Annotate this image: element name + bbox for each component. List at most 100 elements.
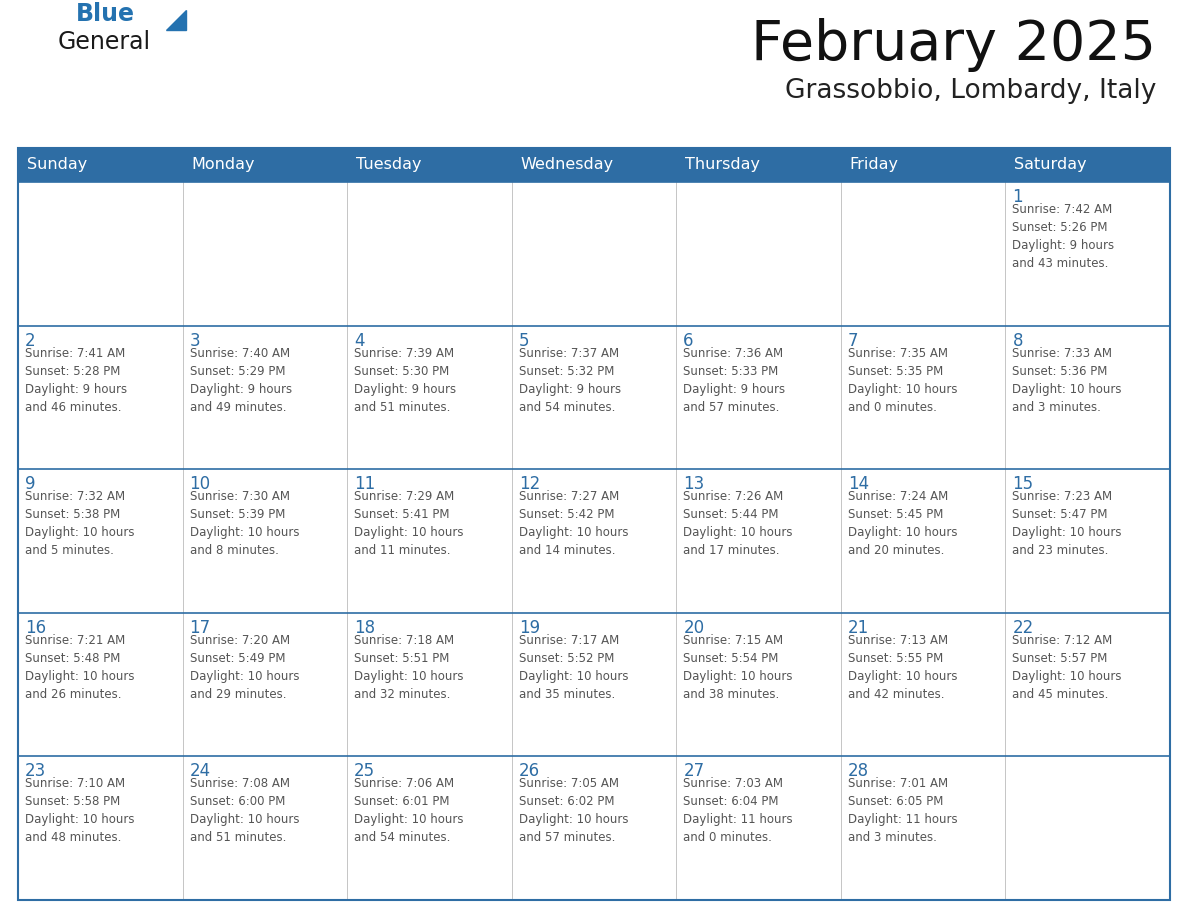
Text: Sunrise: 7:41 AM
Sunset: 5:28 PM
Daylight: 9 hours
and 46 minutes.: Sunrise: 7:41 AM Sunset: 5:28 PM Dayligh… [25,347,127,414]
Bar [512,326,676,469]
Bar [183,469,347,613]
Text: Sunrise: 7:06 AM
Sunset: 6:01 PM
Daylight: 10 hours
and 54 minutes.: Sunrise: 7:06 AM Sunset: 6:01 PM Dayligh… [354,778,463,845]
Text: Sunrise: 7:01 AM
Sunset: 6:05 PM
Daylight: 11 hours
and 3 minutes.: Sunrise: 7:01 AM Sunset: 6:05 PM Dayligh… [848,778,958,845]
Bar [1005,326,1170,469]
Bar [841,756,1005,900]
Bar [676,182,841,326]
Text: Sunrise: 7:05 AM
Sunset: 6:02 PM
Daylight: 10 hours
and 57 minutes.: Sunrise: 7:05 AM Sunset: 6:02 PM Dayligh… [519,778,628,845]
Bar [512,613,676,756]
Text: 26: 26 [519,763,539,780]
Text: Sunrise: 7:40 AM
Sunset: 5:29 PM
Daylight: 9 hours
and 49 minutes.: Sunrise: 7:40 AM Sunset: 5:29 PM Dayligh… [190,347,292,414]
Text: Sunrise: 7:21 AM
Sunset: 5:48 PM
Daylight: 10 hours
and 26 minutes.: Sunrise: 7:21 AM Sunset: 5:48 PM Dayligh… [25,633,134,700]
Text: Sunrise: 7:30 AM
Sunset: 5:39 PM
Daylight: 10 hours
and 8 minutes.: Sunrise: 7:30 AM Sunset: 5:39 PM Dayligh… [190,490,299,557]
Text: 23: 23 [25,763,46,780]
Bar [183,182,347,326]
Text: 21: 21 [848,619,870,637]
Text: 15: 15 [1012,476,1034,493]
Text: 9: 9 [25,476,36,493]
Bar [676,613,841,756]
Text: 20: 20 [683,619,704,637]
Bar [347,613,512,756]
Text: Grassobbio, Lombardy, Italy: Grassobbio, Lombardy, Italy [784,78,1156,104]
Text: Wednesday: Wednesday [520,158,614,173]
Text: 24: 24 [190,763,210,780]
Bar [1005,756,1170,900]
Text: Sunrise: 7:20 AM
Sunset: 5:49 PM
Daylight: 10 hours
and 29 minutes.: Sunrise: 7:20 AM Sunset: 5:49 PM Dayligh… [190,633,299,700]
Bar [841,613,1005,756]
Bar [18,182,183,326]
Bar [1005,182,1170,326]
Bar [347,756,512,900]
Text: Sunrise: 7:24 AM
Sunset: 5:45 PM
Daylight: 10 hours
and 20 minutes.: Sunrise: 7:24 AM Sunset: 5:45 PM Dayligh… [848,490,958,557]
Text: Friday: Friday [849,158,899,173]
Text: 7: 7 [848,331,859,350]
Text: General: General [58,30,151,54]
Text: Tuesday: Tuesday [356,158,422,173]
Text: Sunrise: 7:39 AM
Sunset: 5:30 PM
Daylight: 9 hours
and 51 minutes.: Sunrise: 7:39 AM Sunset: 5:30 PM Dayligh… [354,347,456,414]
Text: Thursday: Thursday [685,158,760,173]
Text: 13: 13 [683,476,704,493]
Text: Sunrise: 7:10 AM
Sunset: 5:58 PM
Daylight: 10 hours
and 48 minutes.: Sunrise: 7:10 AM Sunset: 5:58 PM Dayligh… [25,778,134,845]
Text: Sunrise: 7:37 AM
Sunset: 5:32 PM
Daylight: 9 hours
and 54 minutes.: Sunrise: 7:37 AM Sunset: 5:32 PM Dayligh… [519,347,621,414]
Bar [18,756,183,900]
Text: 10: 10 [190,476,210,493]
Text: Sunrise: 7:35 AM
Sunset: 5:35 PM
Daylight: 10 hours
and 0 minutes.: Sunrise: 7:35 AM Sunset: 5:35 PM Dayligh… [848,347,958,414]
Text: 4: 4 [354,331,365,350]
Text: 6: 6 [683,331,694,350]
Bar [18,148,1170,182]
Bar [347,326,512,469]
Polygon shape [166,10,187,30]
Text: Sunrise: 7:36 AM
Sunset: 5:33 PM
Daylight: 9 hours
and 57 minutes.: Sunrise: 7:36 AM Sunset: 5:33 PM Dayligh… [683,347,785,414]
Text: Sunrise: 7:08 AM
Sunset: 6:00 PM
Daylight: 10 hours
and 51 minutes.: Sunrise: 7:08 AM Sunset: 6:00 PM Dayligh… [190,778,299,845]
Bar [183,613,347,756]
Bar [347,469,512,613]
Text: Sunday: Sunday [27,158,87,173]
Text: 12: 12 [519,476,541,493]
Bar [18,613,183,756]
Bar [676,469,841,613]
Bar [841,469,1005,613]
Bar [183,756,347,900]
Bar [18,326,183,469]
Text: 14: 14 [848,476,868,493]
Text: 19: 19 [519,619,539,637]
Text: Sunrise: 7:12 AM
Sunset: 5:57 PM
Daylight: 10 hours
and 45 minutes.: Sunrise: 7:12 AM Sunset: 5:57 PM Dayligh… [1012,633,1121,700]
Text: Sunrise: 7:27 AM
Sunset: 5:42 PM
Daylight: 10 hours
and 14 minutes.: Sunrise: 7:27 AM Sunset: 5:42 PM Dayligh… [519,490,628,557]
Text: 16: 16 [25,619,46,637]
Text: 17: 17 [190,619,210,637]
Bar [512,756,676,900]
Bar [1005,613,1170,756]
Text: Sunrise: 7:23 AM
Sunset: 5:47 PM
Daylight: 10 hours
and 23 minutes.: Sunrise: 7:23 AM Sunset: 5:47 PM Dayligh… [1012,490,1121,557]
Text: 18: 18 [354,619,375,637]
Text: 11: 11 [354,476,375,493]
Text: Sunrise: 7:29 AM
Sunset: 5:41 PM
Daylight: 10 hours
and 11 minutes.: Sunrise: 7:29 AM Sunset: 5:41 PM Dayligh… [354,490,463,557]
Text: Monday: Monday [191,158,255,173]
Text: Sunrise: 7:17 AM
Sunset: 5:52 PM
Daylight: 10 hours
and 35 minutes.: Sunrise: 7:17 AM Sunset: 5:52 PM Dayligh… [519,633,628,700]
Text: February 2025: February 2025 [751,18,1156,72]
Bar [183,326,347,469]
Text: 1: 1 [1012,188,1023,206]
Bar [512,469,676,613]
Text: Sunrise: 7:03 AM
Sunset: 6:04 PM
Daylight: 11 hours
and 0 minutes.: Sunrise: 7:03 AM Sunset: 6:04 PM Dayligh… [683,778,792,845]
Text: Sunrise: 7:13 AM
Sunset: 5:55 PM
Daylight: 10 hours
and 42 minutes.: Sunrise: 7:13 AM Sunset: 5:55 PM Dayligh… [848,633,958,700]
Text: Sunrise: 7:32 AM
Sunset: 5:38 PM
Daylight: 10 hours
and 5 minutes.: Sunrise: 7:32 AM Sunset: 5:38 PM Dayligh… [25,490,134,557]
Text: Sunrise: 7:33 AM
Sunset: 5:36 PM
Daylight: 10 hours
and 3 minutes.: Sunrise: 7:33 AM Sunset: 5:36 PM Dayligh… [1012,347,1121,414]
Bar [1005,469,1170,613]
Text: 5: 5 [519,331,529,350]
Text: Sunrise: 7:42 AM
Sunset: 5:26 PM
Daylight: 9 hours
and 43 minutes.: Sunrise: 7:42 AM Sunset: 5:26 PM Dayligh… [1012,203,1114,270]
Bar [512,182,676,326]
Bar [841,182,1005,326]
Bar [18,148,1170,900]
Text: 2: 2 [25,331,36,350]
Text: Sunrise: 7:26 AM
Sunset: 5:44 PM
Daylight: 10 hours
and 17 minutes.: Sunrise: 7:26 AM Sunset: 5:44 PM Dayligh… [683,490,792,557]
Text: Sunrise: 7:18 AM
Sunset: 5:51 PM
Daylight: 10 hours
and 32 minutes.: Sunrise: 7:18 AM Sunset: 5:51 PM Dayligh… [354,633,463,700]
Text: Blue: Blue [76,2,135,26]
Text: 22: 22 [1012,619,1034,637]
Text: Sunrise: 7:15 AM
Sunset: 5:54 PM
Daylight: 10 hours
and 38 minutes.: Sunrise: 7:15 AM Sunset: 5:54 PM Dayligh… [683,633,792,700]
Bar [676,756,841,900]
Text: 27: 27 [683,763,704,780]
Text: 8: 8 [1012,331,1023,350]
Bar [676,326,841,469]
Bar [18,469,183,613]
Text: 25: 25 [354,763,375,780]
